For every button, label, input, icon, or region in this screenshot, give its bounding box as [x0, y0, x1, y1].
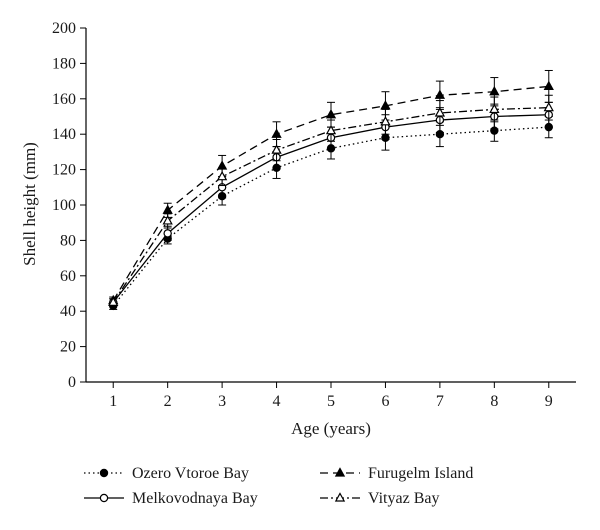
ticks-layer: 0 20 40 60 80 100 120 140 160 180 200 1 2 3 4 5 6 7 8 9	[52, 20, 553, 410]
data-point	[543, 80, 554, 91]
series-line	[112, 85, 549, 301]
x-axis-label: Age (years)	[291, 419, 371, 438]
legend: Ozero Vtoroe Bay Furugelm Island Melkovodn…	[84, 465, 473, 507]
legend-marker	[334, 492, 346, 502]
data-point	[163, 229, 172, 238]
series-1	[108, 69, 554, 305]
y-tick-label: 200	[52, 20, 76, 37]
legend-label: Melkovodnaya Bay	[132, 490, 258, 507]
legend-marker	[334, 467, 346, 477]
data-point	[216, 170, 228, 181]
data-point	[543, 101, 554, 112]
y-tick-label: 120	[52, 162, 76, 179]
data-point	[489, 103, 500, 114]
series-line	[112, 107, 549, 303]
legend-item: Ozero Vtoroe Bay	[84, 465, 249, 482]
legend-label: Furugelm Island	[368, 465, 473, 482]
y-tick-label: 60	[60, 268, 76, 285]
y-tick-label: 40	[60, 303, 76, 320]
y-tick-label: 80	[60, 232, 76, 249]
x-tick-label: 3	[218, 393, 226, 410]
y-tick-label: 140	[52, 126, 76, 143]
data-point	[380, 100, 391, 110]
legend-label: Ozero Vtoroe Bay	[132, 465, 249, 482]
y-tick-label: 160	[52, 91, 76, 108]
y-tick-label: 100	[52, 197, 76, 214]
x-tick-label: 4	[273, 393, 281, 410]
data-point	[325, 108, 337, 119]
x-tick-label: 8	[490, 393, 498, 410]
legend-marker	[99, 468, 109, 478]
axes	[85, 28, 576, 383]
x-tick-label: 6	[381, 393, 389, 410]
legend-label: Vityaz Bay	[368, 490, 439, 507]
data-point	[271, 128, 282, 138]
x-tick-label: 1	[109, 393, 117, 410]
x-tick-label: 7	[436, 393, 444, 410]
data-point	[108, 296, 119, 306]
x-tick-label: 5	[327, 393, 335, 410]
data-point	[162, 215, 173, 225]
y-axis-label: Shell height (mm)	[20, 142, 39, 266]
x-tick-label: 9	[545, 393, 553, 410]
data-point	[489, 85, 500, 96]
data-point	[325, 124, 337, 135]
data-point	[271, 144, 282, 154]
series-layer	[108, 69, 554, 311]
series-3	[108, 94, 554, 307]
data-point	[434, 107, 446, 117]
y-tick-label: 180	[52, 55, 76, 72]
data-point	[434, 89, 446, 99]
legend-marker	[99, 493, 109, 503]
legend-item: Vityaz Bay	[320, 490, 439, 507]
legend-item: Furugelm Island	[320, 465, 473, 482]
data-point	[162, 204, 173, 214]
data-point	[380, 116, 391, 126]
y-tick-label: 0	[68, 374, 76, 391]
y-tick-label: 20	[60, 339, 76, 356]
legend-item: Melkovodnaya Bay	[84, 490, 258, 507]
x-tick-label: 2	[164, 393, 172, 410]
